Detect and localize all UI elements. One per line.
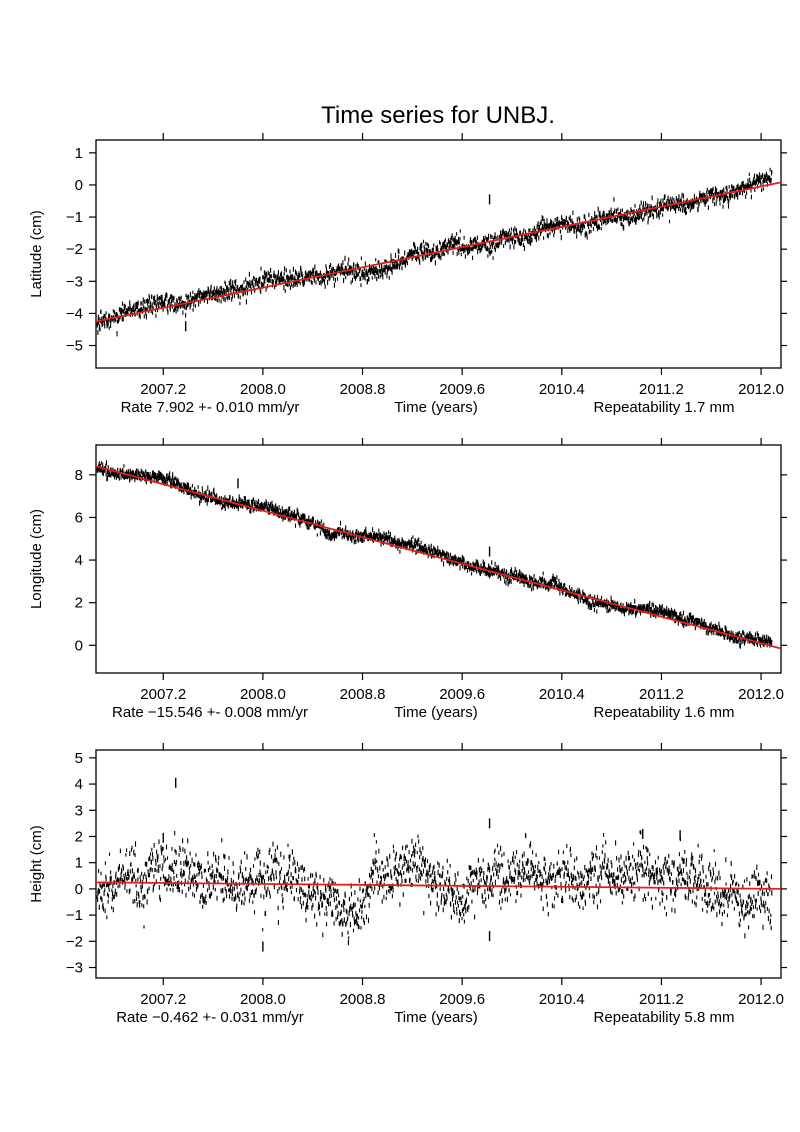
x-tick-label: 2008.0 <box>240 991 286 1008</box>
y-tick-label: −2 <box>66 933 83 950</box>
x-tick-label: 2011.2 <box>639 381 684 398</box>
y-tick-label: 6 <box>75 509 83 526</box>
y-tick-label: −3 <box>66 273 83 290</box>
y-tick-label: −3 <box>66 960 83 977</box>
x-tick-label: 2010.4 <box>539 991 585 1008</box>
y-tick-label: 3 <box>75 802 83 819</box>
plot-frame <box>95 444 782 674</box>
chart-panel-1: 1 0 −1 −2 −3 −4 −5 2007.2 2008.0 2008.8 2009.6 2010… <box>28 133 787 416</box>
x-tick-label: 2012.0 <box>738 991 784 1008</box>
x-axis-label: Time (years) <box>394 704 478 721</box>
rate-text: Rate −15.546 +- 0.008 mm/yr <box>112 704 308 721</box>
y-tick-label: −5 <box>66 338 83 355</box>
y-tick-label: −1 <box>66 907 83 924</box>
y-tick-label: −4 <box>66 305 83 322</box>
y-tick-label: 0 <box>75 637 83 654</box>
x-tick-label: 2008.0 <box>240 686 286 703</box>
x-tick-label: 2011.2 <box>639 686 684 703</box>
repeatability-text: Repeatability 5.8 mm <box>594 1009 735 1026</box>
y-tick-label: 2 <box>75 828 83 845</box>
y-tick-label: 5 <box>75 750 83 767</box>
x-tick-label: 2009.6 <box>439 991 485 1008</box>
y-tick-label: 1 <box>75 145 83 162</box>
y-tick-label: −1 <box>66 209 83 226</box>
y-axis-label: Height (cm) <box>28 825 45 903</box>
observation-marks <box>96 167 773 337</box>
x-tick-label: 2010.4 <box>539 381 585 398</box>
x-tick-label: 2012.0 <box>738 686 784 703</box>
x-tick-label: 2008.8 <box>340 381 386 398</box>
x-tick-label: 2011.2 <box>639 991 684 1008</box>
y-axis-label: Longitude (cm) <box>28 509 45 609</box>
rate-text: Rate 7.902 +- 0.010 mm/yr <box>121 399 300 416</box>
figure-title: Time series for UNBJ. <box>321 102 555 129</box>
trend-line <box>96 181 781 323</box>
x-tick-label: 2008.8 <box>340 991 386 1008</box>
y-tick-label: 4 <box>75 552 83 569</box>
y-axis-label: Latitude (cm) <box>28 210 45 298</box>
plot-frame <box>95 749 782 979</box>
y-tick-label: −2 <box>66 241 83 258</box>
x-axis-label: Time (years) <box>394 1009 478 1026</box>
y-tick-label: 8 <box>75 467 83 484</box>
x-tick-label: 2007.2 <box>140 991 186 1008</box>
x-tick-label: 2008.0 <box>240 381 286 398</box>
x-tick-label: 2009.6 <box>439 381 485 398</box>
y-tick-label: 0 <box>75 177 83 194</box>
plot-frame <box>95 139 782 369</box>
x-tick-label: 2009.6 <box>439 686 485 703</box>
chart-panel-3: 5 4 3 2 1 0 −1 −2 −3 2007.2 2008.0 2008.8 2009.6 2010… <box>28 743 787 1026</box>
repeatability-text: Repeatability 1.6 mm <box>594 704 735 721</box>
data-points <box>96 777 781 952</box>
y-tick-label: 1 <box>75 855 83 872</box>
x-tick-label: 2008.8 <box>340 686 386 703</box>
trend-line <box>96 881 781 890</box>
observation-marks <box>96 460 773 649</box>
x-tick-label: 2007.2 <box>140 381 186 398</box>
trend-line <box>96 465 781 650</box>
x-tick-label: 2010.4 <box>539 686 585 703</box>
data-points <box>96 460 781 650</box>
x-tick-label: 2007.2 <box>140 686 186 703</box>
x-axis-label: Time (years) <box>394 399 478 416</box>
y-tick-label: 4 <box>75 776 83 793</box>
data-points <box>96 167 781 337</box>
x-tick-label: 2012.0 <box>738 381 784 398</box>
rate-text: Rate −0.462 +- 0.031 mm/yr <box>116 1009 304 1026</box>
chart-panel-2: 8 6 4 2 0 2007.2 2008.0 2008.8 2009.6 2010.4 2011.… <box>28 438 787 721</box>
repeatability-text: Repeatability 1.7 mm <box>594 399 735 416</box>
y-tick-label: 0 <box>75 881 83 898</box>
y-tick-label: 2 <box>75 595 83 612</box>
